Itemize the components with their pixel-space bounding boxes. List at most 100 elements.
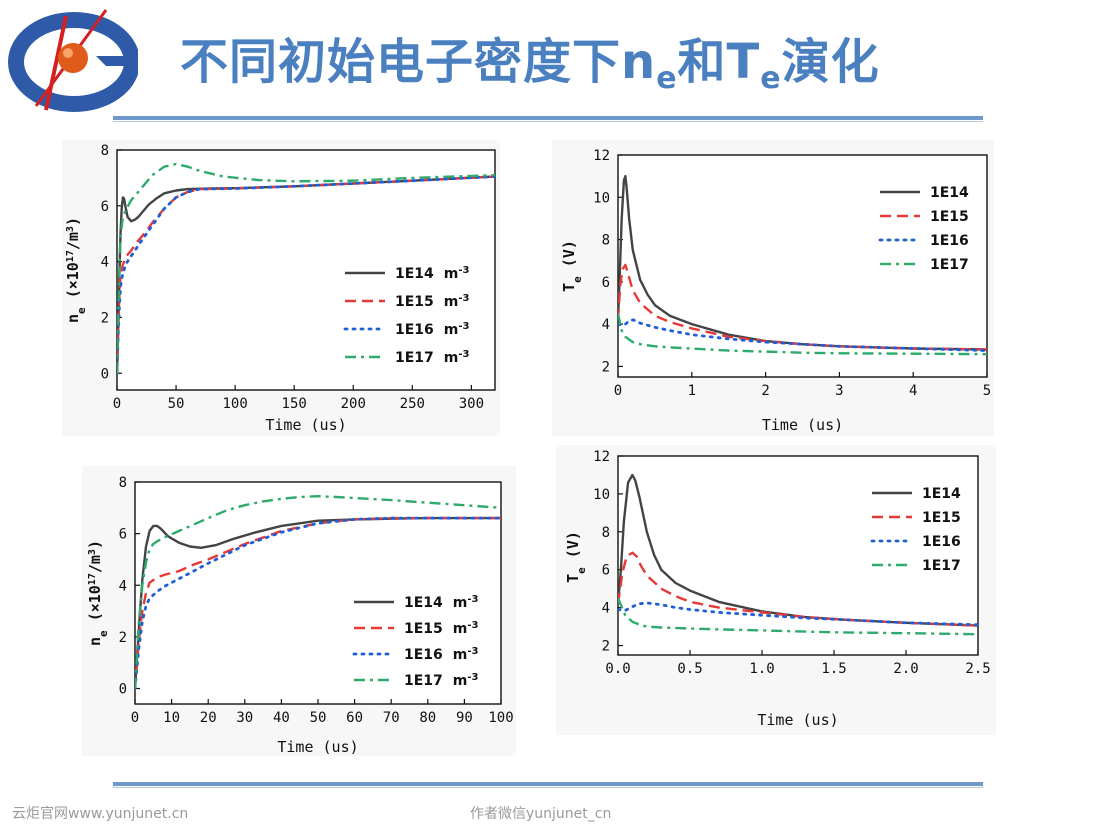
chart-ne-short: 0 10 20 30 40 50 60 70 80 90 100 0 2 4 6 8 Time (us) ne (…: [86, 475, 514, 756]
legend-label: 1E16 m-3: [404, 646, 479, 664]
x-tick-label: 80: [419, 710, 436, 726]
y-tick-label: 6: [101, 199, 109, 215]
y-axis-label: Te (V): [560, 240, 584, 292]
x-tick-label: 200: [341, 396, 366, 412]
legend-label: 1E17 m-3: [404, 672, 479, 690]
x-tick-label: 2.0: [893, 661, 918, 677]
y-tick-label: 6: [602, 275, 610, 291]
x-tick-label: 100: [488, 710, 513, 726]
y-tick-label: 4: [101, 255, 109, 271]
chart-te-short: 0.0 0.5 1.0 1.5 2.0 2.5 2 4 6 8 10 12 Time (us) Te (V…: [564, 449, 991, 729]
legend-label: 1E14: [930, 185, 969, 201]
y-tick-label: 10: [593, 487, 610, 503]
x-tick-label: 2: [761, 383, 769, 399]
legend-label: 1E16: [930, 233, 969, 249]
plot-frame: [617, 455, 979, 656]
chart-ne-short-panel: 0 10 20 30 40 50 60 70 80 90 100 0 2 4 6 8 Time (us) ne (…: [82, 466, 516, 756]
series-line-1E17: [618, 597, 978, 636]
x-axis-label: Time (us): [757, 711, 838, 729]
x-tick-label: 40: [273, 710, 290, 726]
x-tick-label: 90: [456, 710, 473, 726]
legend-label: 1E14 m-3: [404, 594, 479, 612]
x-tick-label: 2.5: [965, 661, 990, 677]
y-tick-label: 8: [602, 525, 610, 541]
series-line-1E17: [618, 313, 987, 356]
chart-ne-long-panel: 0 50 100 150 200 250 300 0 2 4 6 8 Time (us) ne (×101…: [62, 140, 500, 436]
legend-label: 1E16: [922, 534, 961, 550]
legend-label: 1E15: [922, 510, 961, 526]
y-axis-label: Te (V): [564, 531, 588, 583]
x-axis-label: Time (us): [277, 738, 358, 756]
y-tick-label: 10: [593, 190, 610, 206]
chart-te-short-panel: 0.0 0.5 1.0 1.5 2.0 2.5 2 4 6 8 10 12 Time (us) Te (V…: [556, 445, 996, 735]
page-title: 不同初始电子密度下ne和Te演化: [180, 34, 880, 96]
y-tick-label: 2: [101, 310, 109, 326]
x-tick-label: 0: [131, 710, 139, 726]
x-tick-label: 60: [346, 710, 363, 726]
series-line-1E15: [618, 263, 987, 351]
y-tick-label: 12: [593, 449, 610, 465]
legend-label: 1E15 m-3: [395, 293, 470, 311]
y-tick-label: 6: [119, 527, 127, 543]
x-tick-label: 300: [459, 396, 484, 412]
header-divider: [113, 116, 983, 120]
series-line-1E17: [117, 162, 495, 374]
y-tick-label: 2: [602, 359, 610, 375]
header-divider-thin: [113, 121, 983, 122]
x-tick-label: 4: [909, 383, 917, 399]
series-line-1E16: [618, 601, 978, 627]
series-line-1E17: [135, 495, 501, 689]
legend-label: 1E16 m-3: [395, 321, 470, 339]
chart-ne-long: 0 50 100 150 200 250 300 0 2 4 6 8 Time (us) ne (×101…: [64, 143, 496, 434]
x-tick-label: 0.0: [605, 661, 630, 677]
legend-label: 1E15 m-3: [404, 620, 479, 638]
x-axis-label: Time (us): [762, 416, 843, 434]
y-tick-label: 2: [119, 630, 127, 646]
x-tick-label: 1: [688, 383, 696, 399]
x-tick-label: 70: [383, 710, 400, 726]
y-tick-label: 2: [602, 639, 610, 655]
series-line-1E15: [618, 551, 978, 627]
series-line-1E16: [618, 318, 987, 353]
legend-label: 1E14 m-3: [395, 265, 470, 283]
x-tick-label: 150: [282, 396, 307, 412]
footer-divider-thin: [113, 787, 983, 788]
y-axis-label: ne (×1017/m3): [86, 540, 110, 646]
y-tick-label: 8: [101, 143, 109, 159]
plot-frame: [617, 154, 988, 378]
series-line-1E15: [117, 175, 495, 374]
y-axis-label: ne (×1017/m3): [64, 217, 88, 323]
x-axis-label: Time (us): [265, 416, 346, 434]
x-tick-label: 1.5: [821, 661, 846, 677]
legend-label: 1E17 m-3: [395, 349, 470, 367]
legend-label: 1E14: [922, 486, 961, 502]
footer-website: 云炬官网www.yunjunet.cn: [12, 806, 189, 822]
y-tick-label: 4: [119, 578, 127, 594]
footer-wechat: 作者微信yunjunet_cn: [470, 806, 612, 822]
x-tick-label: 0.5: [677, 661, 702, 677]
x-tick-label: 5: [983, 383, 991, 399]
series-line-1E14: [618, 174, 987, 351]
y-tick-label: 0: [119, 682, 127, 698]
x-tick-label: 20: [200, 710, 217, 726]
y-tick-label: 8: [119, 475, 127, 491]
legend-label: 1E15: [930, 209, 969, 225]
x-tick-label: 0: [113, 396, 121, 412]
x-tick-label: 1.0: [749, 661, 774, 677]
x-tick-label: 250: [400, 396, 425, 412]
y-tick-label: 0: [101, 366, 109, 382]
y-tick-label: 4: [602, 317, 610, 333]
legend-label: 1E17: [930, 257, 969, 273]
y-tick-label: 12: [593, 148, 610, 164]
institute-logo-icon: [8, 9, 138, 112]
x-tick-label: 0: [614, 383, 622, 399]
plot-frame: [134, 481, 502, 705]
footer-divider: [113, 782, 983, 786]
series-line-1E16: [117, 175, 495, 375]
chart-te-long-panel: 0 1 2 3 4 5 2 4 6 8 10 12 Time (us) Te (V) 1E14 1E15 1E1…: [552, 140, 994, 436]
x-tick-label: 30: [236, 710, 253, 726]
y-tick-label: 8: [602, 233, 610, 249]
x-tick-label: 50: [168, 396, 185, 412]
x-tick-label: 3: [835, 383, 843, 399]
